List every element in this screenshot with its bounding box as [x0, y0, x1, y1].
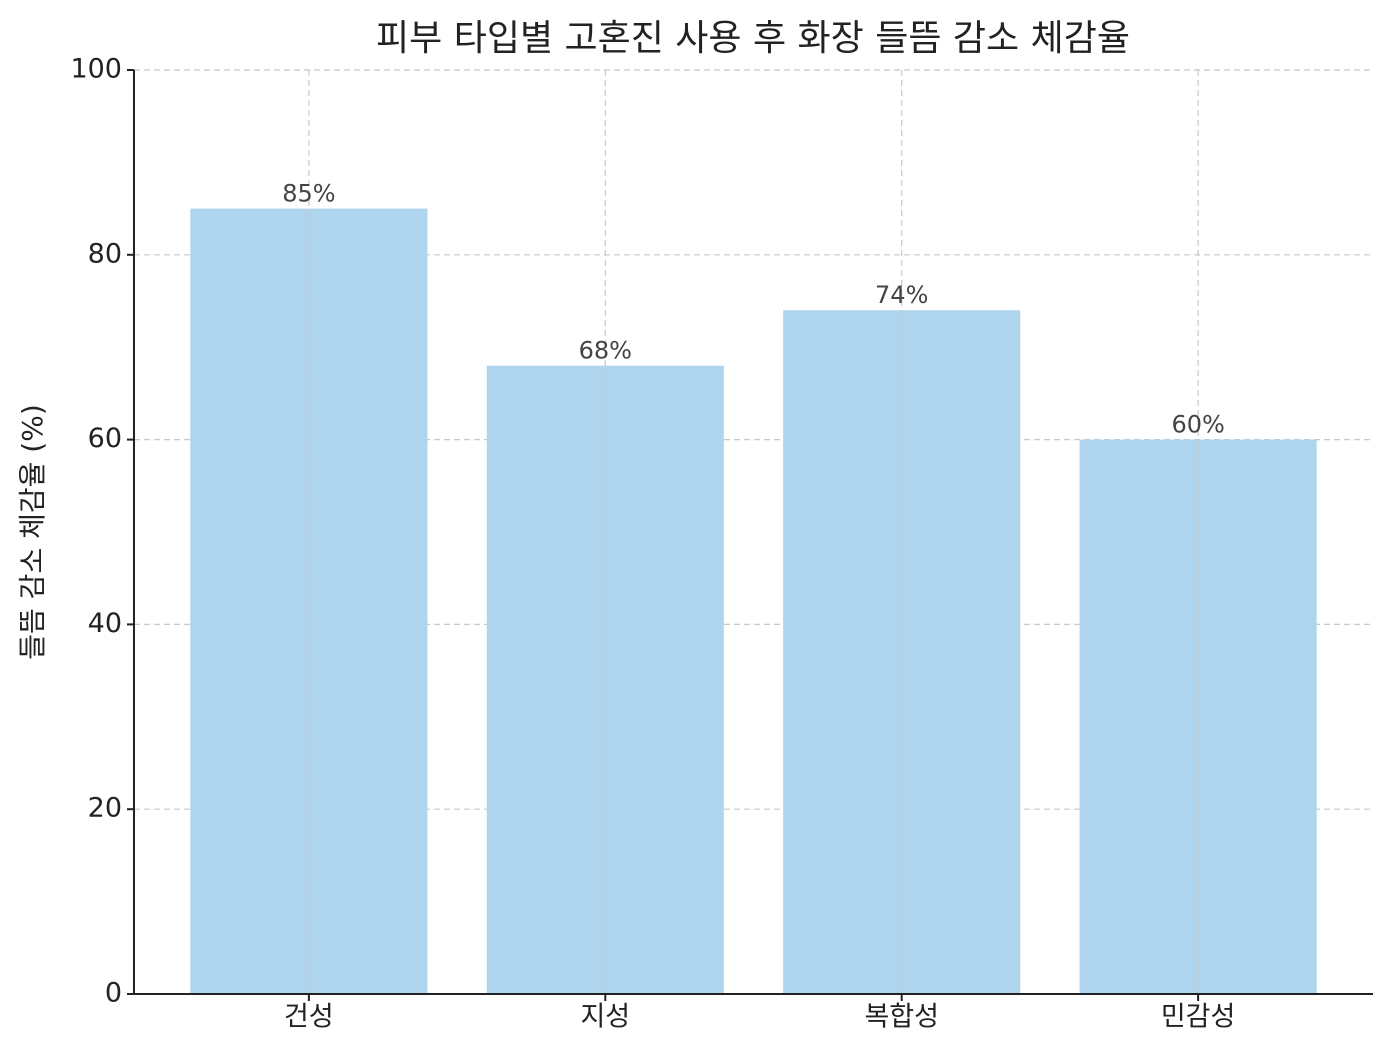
y-tick-label: 0 — [105, 978, 122, 1009]
value-label: 74% — [875, 281, 928, 309]
y-axis-label: 들뜸 감소 체감율 (%) — [16, 404, 49, 659]
x-tick-label: 지성 — [580, 1002, 630, 1033]
y-tick-label: 80 — [88, 238, 122, 269]
value-label: 68% — [579, 337, 632, 365]
y-tick-label: 40 — [88, 608, 122, 639]
x-tick-label: 복합성 — [864, 1002, 939, 1033]
value-label: 60% — [1171, 411, 1224, 439]
bar — [486, 365, 724, 994]
bars — [190, 208, 1317, 995]
chart-title: 피부 타입별 고혼진 사용 후 화장 들뜸 감소 체감율 — [376, 18, 1130, 59]
x-tick-label: 건성 — [284, 1002, 334, 1033]
y-tick-label: 60 — [88, 423, 122, 454]
labels: 0 20 40 60 80 100 건성 85% 지성 68% 복합성 74% 민감성 60% — [70, 54, 1235, 1033]
value-label: 85% — [282, 180, 335, 208]
x-tick-label: 민감성 — [1161, 1002, 1236, 1033]
y-tick-label: 20 — [88, 793, 122, 824]
y-tick-label: 100 — [70, 54, 122, 85]
